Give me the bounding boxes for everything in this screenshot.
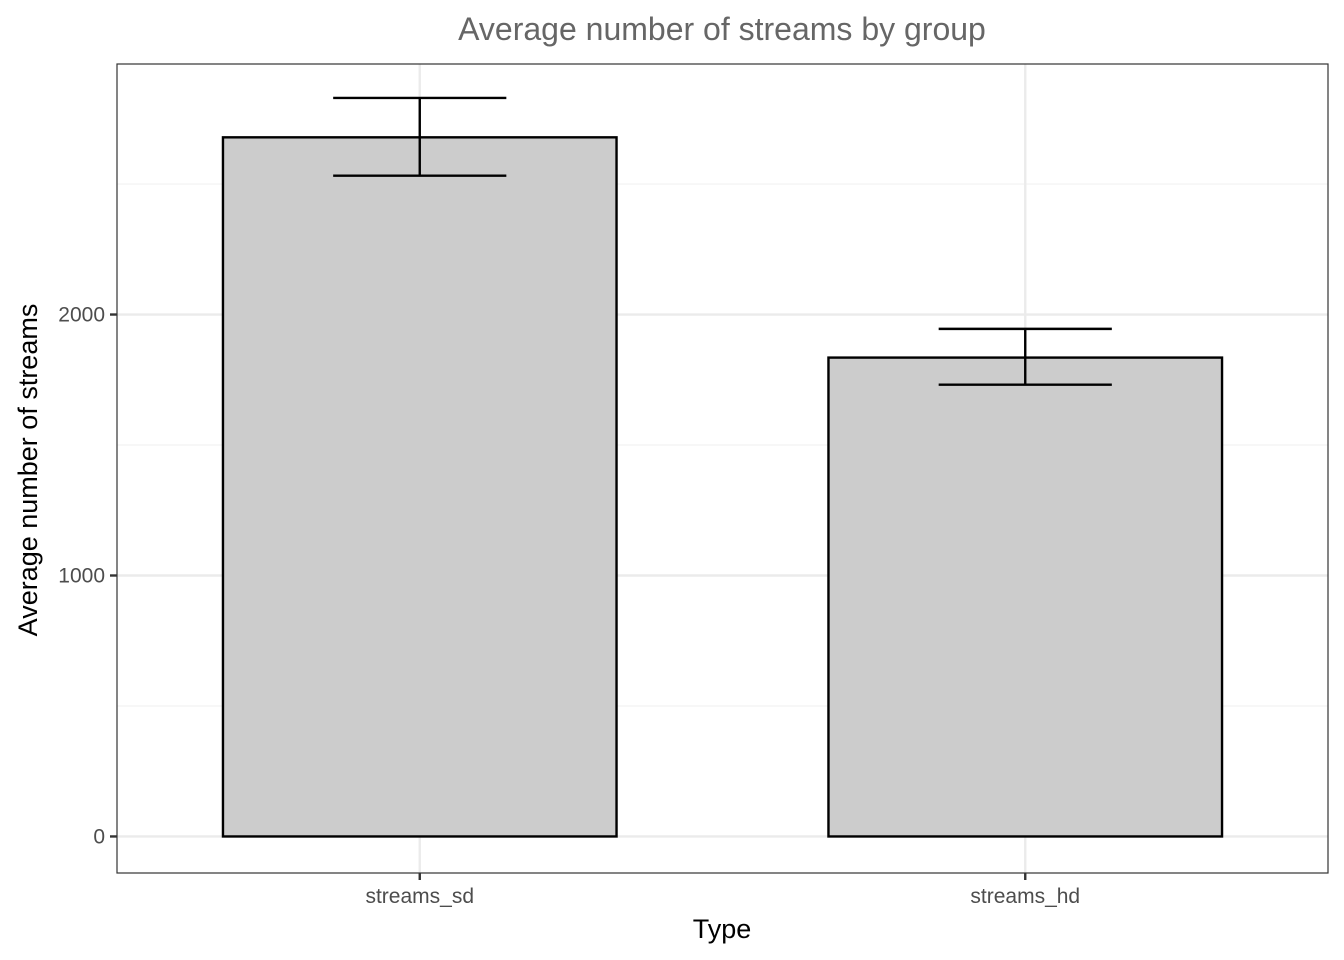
x-tick-label: streams_sd bbox=[365, 885, 474, 908]
plot-panel: 0 1000 2000 streams_sd streams_hd bbox=[58, 63, 1329, 908]
panel-border bbox=[116, 63, 1329, 874]
chart-title: Average number of streams by group bbox=[458, 11, 986, 47]
y-axis-title: Average number of streams bbox=[13, 304, 43, 637]
bar-streams_sd bbox=[221, 136, 618, 838]
y-tick-label: 1000 bbox=[58, 564, 105, 587]
y-tick-label: 2000 bbox=[58, 304, 105, 327]
x-tick-label: streams_hd bbox=[970, 885, 1080, 908]
x-axis-title: Type bbox=[693, 914, 752, 944]
bar-streams_hd bbox=[827, 356, 1224, 838]
y-tick-label: 0 bbox=[93, 825, 105, 848]
